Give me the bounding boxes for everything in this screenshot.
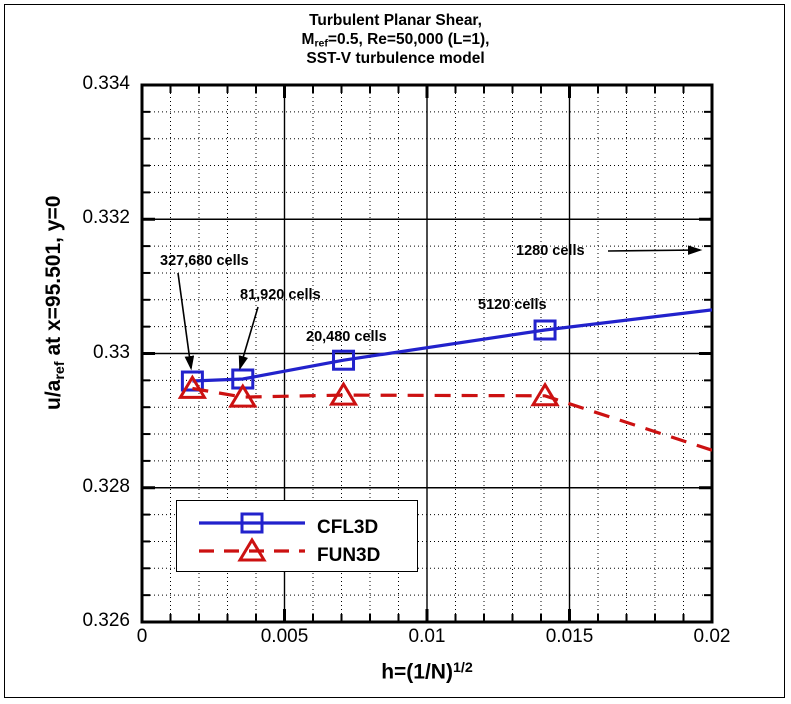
x-tick-label: 0.005: [260, 626, 309, 647]
y-axis-tick-labels: 0.326 0.328 0.33 0.332 0.334: [46, 0, 130, 704]
series-line-cfl3d: [192, 308, 712, 383]
x-tick-label: 0.015: [545, 626, 594, 647]
mach-subscript: ref: [314, 37, 328, 50]
y-tick-label: 0.328: [82, 475, 130, 497]
data-point-marker-fun3d: [177, 374, 208, 399]
annotation-arrow: [238, 306, 259, 371]
annotation-label: 1280 cells: [516, 243, 585, 259]
legend-marker-cfl3d: [240, 512, 264, 534]
grid-major-lines: [142, 85, 712, 622]
annotation-arrow: [607, 245, 703, 255]
y-tick-label: 0.33: [93, 341, 130, 363]
annotation-arrows: [177, 245, 703, 371]
data-point-marker-fun3d: [530, 381, 560, 407]
data-series-layer: [177, 308, 712, 452]
legend-label-cfl3d: CFL3D: [317, 517, 379, 538]
x-axis-label-pre: h=(1/N): [381, 660, 453, 684]
x-tick-label: 0.02: [693, 626, 731, 647]
annotation-arrow: [177, 272, 195, 371]
plot-frame: [140, 83, 714, 624]
chart-title-line-3: SST-V turbulence model: [306, 50, 485, 67]
legend-marker-fun3d: [237, 537, 267, 562]
y-tick-label: 0.326: [82, 610, 130, 631]
data-point-marker-fun3d: [328, 381, 359, 406]
chart-title-line-2: Mref=0.5, Re=50,000 (L=1),: [0, 31, 791, 50]
title-line-2-rest: =0.5, Re=50,000 (L=1),: [327, 31, 490, 48]
data-point-marker-cfl3d: [533, 319, 557, 341]
legend-item-fun3d[interactable]: FUN3D: [177, 543, 419, 573]
annotation-label: 81,920 cells: [240, 287, 321, 303]
x-tick-label: 0.01: [408, 626, 446, 647]
series-line-fun3d: [192, 386, 712, 452]
annotation-label: 20,480 cells: [306, 329, 387, 345]
x-axis-label: h=(1/N)1/2: [142, 660, 712, 684]
y-tick-label: 0.332: [82, 207, 130, 229]
legend-label-fun3d: FUN3D: [317, 545, 381, 566]
x-tick-label: 0: [136, 626, 148, 647]
legend-symbols: [199, 512, 305, 562]
chart-legend[interactable]: CFL3D FUN3D: [176, 500, 418, 572]
y-tick-label: 0.334: [82, 73, 130, 94]
chart-title-line-1: Turbulent Planar Shear,: [309, 12, 482, 29]
data-point-marker-cfl3d: [332, 349, 356, 371]
mach-symbol: M: [301, 31, 315, 48]
x-axis-label-exponent: 1/2: [452, 660, 473, 676]
legend-item-cfl3d[interactable]: CFL3D: [177, 515, 419, 545]
annotation-label: 327,680 cells: [160, 253, 249, 269]
data-point-marker-fun3d: [228, 383, 258, 408]
